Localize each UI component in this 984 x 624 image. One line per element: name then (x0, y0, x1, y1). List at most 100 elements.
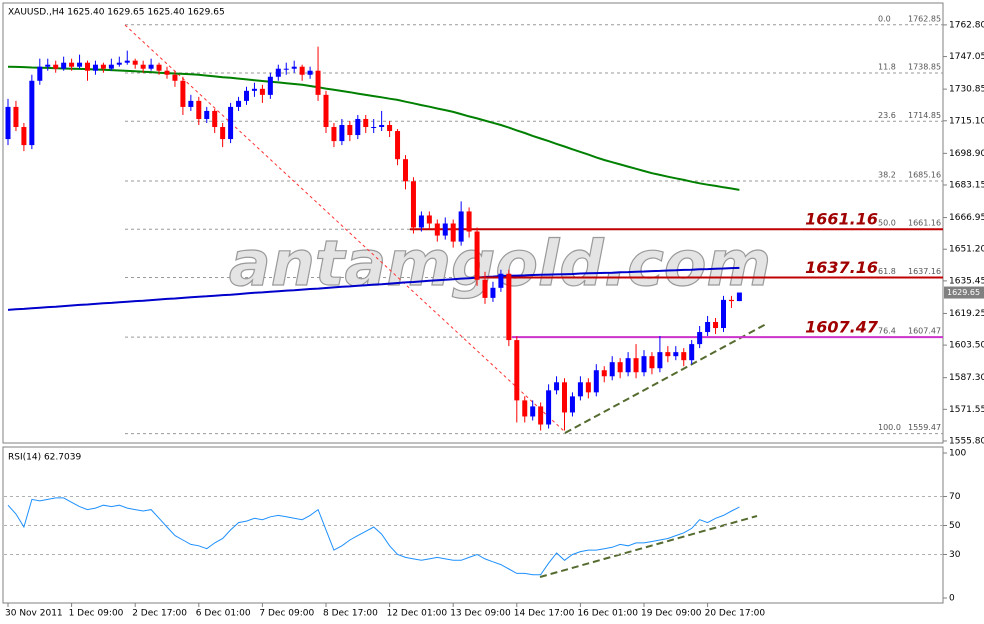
candle-body (554, 382, 560, 391)
x-tick-label: 20 Dec 17:00 (705, 609, 766, 619)
candle-body (418, 215, 424, 228)
rsi-line (7, 497, 740, 576)
y-tick-label: 1587.30 (949, 373, 984, 383)
y-tick-label: 1666.95 (949, 213, 984, 223)
moving-average (7, 65, 740, 191)
fib-level-price: 1685.16 (908, 170, 941, 179)
fib-level-label: 76.4 (878, 327, 896, 336)
candle-body (641, 356, 647, 373)
x-tick-label: 14 Dec 17:00 (514, 609, 575, 619)
x-tick-label: 8 Dec 17:00 (323, 609, 378, 619)
x-tick-label: 19 Dec 09:00 (641, 609, 702, 619)
candle-body (13, 106, 19, 128)
candle-body (61, 62, 67, 69)
candle-body (736, 292, 742, 302)
candle-body (466, 211, 472, 232)
candle-body (124, 60, 130, 63)
candle-body (530, 406, 536, 417)
level-label: 1661.16 (805, 210, 878, 229)
candle-body (665, 352, 671, 357)
y-tick-label: 1698.90 (949, 149, 984, 159)
fib-level-label: 38.2 (878, 170, 896, 179)
candle-body (673, 352, 679, 357)
fib-level-label: 0.0 (878, 14, 891, 23)
candle-body (585, 382, 591, 393)
chart-header: XAUUSD.,H4 1625.40 1629.65 1625.40 1629.… (8, 8, 225, 18)
candle-body (450, 223, 456, 242)
fib-level-label: 61.8 (878, 267, 896, 276)
candle-body (728, 299, 734, 302)
candle-body (196, 100, 202, 119)
current-price-label: 1629.65 (947, 288, 980, 297)
fib-level-price: 1559.47 (908, 423, 941, 432)
x-tick-label: 30 Nov 2011 (5, 609, 63, 619)
candle-body (53, 64, 59, 69)
candle-body (339, 125, 345, 142)
candle-body (251, 88, 257, 91)
fib-level-label: 100.0 (878, 423, 901, 432)
candle-body (5, 106, 11, 140)
candle-body (77, 62, 83, 67)
candle-body (100, 64, 106, 69)
fib-level-label: 11.8 (878, 63, 896, 72)
candle-body (633, 358, 639, 373)
candle-body (577, 382, 583, 397)
y-tick-label: 1603.50 (949, 341, 984, 351)
y-tick-label: 1635.45 (949, 276, 984, 286)
fib-level-price: 1762.85 (908, 14, 941, 23)
candle-body (482, 279, 488, 298)
fib-level-price: 1714.85 (908, 111, 941, 120)
watermark: antamgold.com (229, 227, 771, 300)
rsi-tick-label: 100 (949, 449, 966, 459)
candle-body (657, 352, 663, 369)
candle-body (649, 356, 655, 369)
rsi-trendline (539, 515, 758, 578)
candle-body (538, 406, 544, 425)
candle-body (132, 60, 138, 65)
candle-body (609, 362, 615, 377)
current-price-box (944, 286, 984, 299)
candle-body (522, 400, 528, 417)
x-tick-label: 2 Dec 17:00 (132, 609, 187, 619)
y-tick-label: 1762.80 (949, 20, 984, 30)
y-tick-label: 1683.15 (949, 181, 984, 191)
candle-body (92, 64, 98, 71)
candle-body (29, 80, 35, 146)
candle-body (37, 66, 43, 81)
candle-body (116, 62, 122, 65)
candle-body (490, 287, 496, 298)
candle-body (569, 396, 575, 413)
x-tick-label: 6 Dec 01:00 (196, 609, 251, 619)
x-tick-label: 16 Dec 01:00 (577, 609, 638, 619)
candle-body (69, 62, 75, 67)
candle-body (442, 223, 448, 236)
y-tick-label: 1571.55 (949, 405, 984, 415)
candle-body (705, 321, 711, 333)
candle-body (172, 74, 178, 81)
rsi-label: RSI(14) 62.7039 (8, 453, 81, 463)
candle-body (697, 332, 703, 345)
candle-body (212, 110, 218, 128)
candle-body (180, 80, 186, 107)
moving-average (7, 266, 740, 311)
candle-body (625, 358, 631, 373)
fib-base-line (124, 24, 566, 433)
candle-body (140, 64, 146, 69)
rsi-tick-label: 30 (949, 550, 961, 560)
candle-body (21, 127, 27, 146)
candle-body (498, 273, 504, 288)
candle-body (681, 352, 687, 361)
y-tick-label: 1651.20 (949, 245, 984, 255)
candle-body (387, 125, 393, 132)
candle-body (426, 215, 432, 224)
candle-body (474, 231, 480, 280)
candle-body (410, 181, 416, 228)
fib-level-label: 23.6 (878, 111, 896, 120)
candle-body (458, 211, 464, 242)
y-tick-label: 1715.10 (949, 116, 984, 126)
x-tick-label: 12 Dec 01:00 (387, 609, 448, 619)
candle-body (307, 70, 313, 75)
x-tick-label: 1 Dec 09:00 (69, 609, 124, 619)
candle-body (506, 273, 512, 341)
